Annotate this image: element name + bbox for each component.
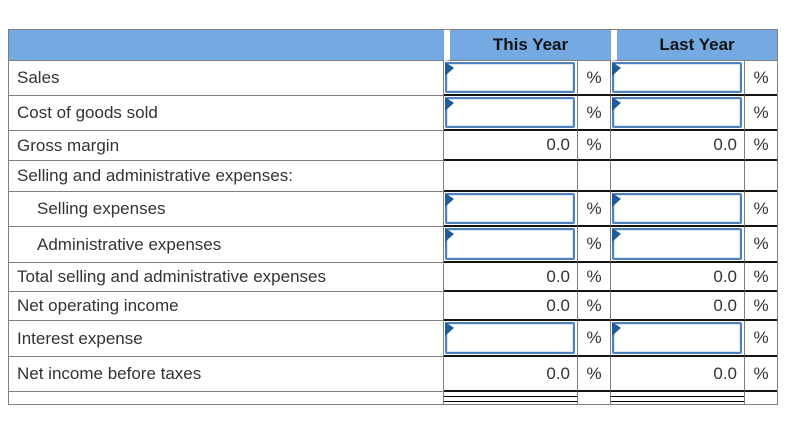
row-label-net-operating-income: Net operating income: [9, 292, 444, 321]
percent-sign: %: [578, 321, 611, 357]
column-header-last-year: Last Year: [611, 30, 777, 61]
input-selling-expenses-this-year[interactable]: [447, 195, 573, 222]
cell-marker-icon: [445, 322, 454, 336]
table-footer-spacer: [9, 392, 444, 404]
column-header-this-year: This Year: [444, 30, 611, 61]
percent-sign: %: [745, 192, 777, 227]
input-cell-interest-expense-last-year: [611, 321, 745, 357]
input-box-administrative-expenses-last-year: [612, 228, 742, 260]
value-gross-margin-this-year: 0.0: [444, 131, 578, 161]
double-underline-cell-last-year: [611, 392, 745, 404]
input-box-sales-last-year: [612, 62, 742, 93]
input-box-cost-of-goods-sold-this-year: [445, 97, 575, 128]
percent-sign: %: [745, 292, 777, 321]
input-administrative-expenses-last-year[interactable]: [614, 230, 740, 258]
input-cell-cost-of-goods-sold-last-year: [611, 96, 745, 131]
percent-sign: [745, 161, 777, 192]
input-sales-last-year[interactable]: [614, 64, 740, 91]
percent-sign: %: [745, 321, 777, 357]
comparative-income-statement-panel: This Year Last Year Sales%% Cost of goods s…: [8, 29, 778, 405]
percent-sign: %: [578, 192, 611, 227]
footer-percent-spacer: [578, 392, 611, 404]
input-cell-administrative-expenses-this-year: [444, 227, 578, 263]
percent-sign: %: [745, 357, 777, 392]
input-interest-expense-last-year[interactable]: [614, 324, 740, 352]
value-total-selling-and-administrative-expenses-this-year: 0.0: [444, 263, 578, 292]
percent-sign: %: [578, 96, 611, 131]
percent-sign: [578, 161, 611, 192]
cell-marker-icon: [612, 97, 621, 111]
corner-header-cell: [9, 30, 444, 61]
percent-sign: %: [745, 96, 777, 131]
input-box-cost-of-goods-sold-last-year: [612, 97, 742, 128]
income-statement-table: This Year Last Year Sales%% Cost of goods s…: [9, 30, 777, 404]
cell-marker-icon: [445, 62, 454, 76]
row-label-interest-expense: Interest expense: [9, 321, 444, 357]
cell-marker-icon: [612, 228, 621, 242]
input-cell-selling-expenses-last-year: [611, 192, 745, 227]
input-cell-cost-of-goods-sold-this-year: [444, 96, 578, 131]
input-cell-administrative-expenses-last-year: [611, 227, 745, 263]
value-net-income-before-taxes-this-year: 0.0: [444, 357, 578, 392]
row-label-administrative-expenses: Administrative expenses: [9, 227, 444, 263]
percent-sign: %: [745, 227, 777, 263]
input-box-sales-this-year: [445, 62, 575, 93]
input-box-selling-expenses-this-year: [445, 193, 575, 224]
input-cost-of-goods-sold-last-year[interactable]: [614, 99, 740, 126]
percent-sign: %: [578, 61, 611, 96]
percent-sign: %: [578, 131, 611, 161]
row-label-sales: Sales: [9, 61, 444, 96]
cell-marker-icon: [445, 193, 454, 207]
input-cell-interest-expense-this-year: [444, 321, 578, 357]
value-net-operating-income-last-year: 0.0: [611, 292, 745, 321]
percent-sign: %: [578, 292, 611, 321]
cell-marker-icon: [445, 97, 454, 111]
cell-marker-icon: [445, 228, 454, 242]
empty-value-cell: [444, 161, 578, 192]
row-label-cost-of-goods-sold: Cost of goods sold: [9, 96, 444, 131]
percent-sign: %: [578, 357, 611, 392]
percent-sign: %: [745, 131, 777, 161]
input-cost-of-goods-sold-this-year[interactable]: [447, 99, 573, 126]
row-label-total-selling-and-administrative-expenses: Total selling and administrative expense…: [9, 263, 444, 292]
empty-value-cell: [611, 161, 745, 192]
value-gross-margin-last-year: 0.0: [611, 131, 745, 161]
row-label-selling-expenses: Selling expenses: [9, 192, 444, 227]
input-box-selling-expenses-last-year: [612, 193, 742, 224]
input-administrative-expenses-this-year[interactable]: [447, 230, 573, 258]
row-label-selling-and-administrative-expenses: Selling and administrative expenses:: [9, 161, 444, 192]
percent-sign: %: [745, 61, 777, 96]
input-cell-sales-this-year: [444, 61, 578, 96]
footer-percent-spacer: [745, 392, 777, 404]
input-selling-expenses-last-year[interactable]: [614, 195, 740, 222]
input-cell-selling-expenses-this-year: [444, 192, 578, 227]
input-sales-this-year[interactable]: [447, 64, 573, 91]
double-underline-cell-this-year: [444, 392, 578, 404]
input-box-administrative-expenses-this-year: [445, 228, 575, 260]
cell-marker-icon: [612, 322, 621, 336]
input-cell-sales-last-year: [611, 61, 745, 96]
percent-sign: %: [578, 263, 611, 292]
percent-sign: %: [745, 263, 777, 292]
cell-marker-icon: [612, 62, 621, 76]
double-underline: [444, 396, 577, 402]
input-box-interest-expense-this-year: [445, 322, 575, 354]
input-interest-expense-this-year[interactable]: [447, 324, 573, 352]
value-net-operating-income-this-year: 0.0: [444, 292, 578, 321]
double-underline: [611, 396, 744, 402]
value-total-selling-and-administrative-expenses-last-year: 0.0: [611, 263, 745, 292]
row-label-net-income-before-taxes: Net income before taxes: [9, 357, 444, 392]
cell-marker-icon: [612, 193, 621, 207]
value-net-income-before-taxes-last-year: 0.0: [611, 357, 745, 392]
percent-sign: %: [578, 227, 611, 263]
input-box-interest-expense-last-year: [612, 322, 742, 354]
row-label-gross-margin: Gross margin: [9, 131, 444, 161]
